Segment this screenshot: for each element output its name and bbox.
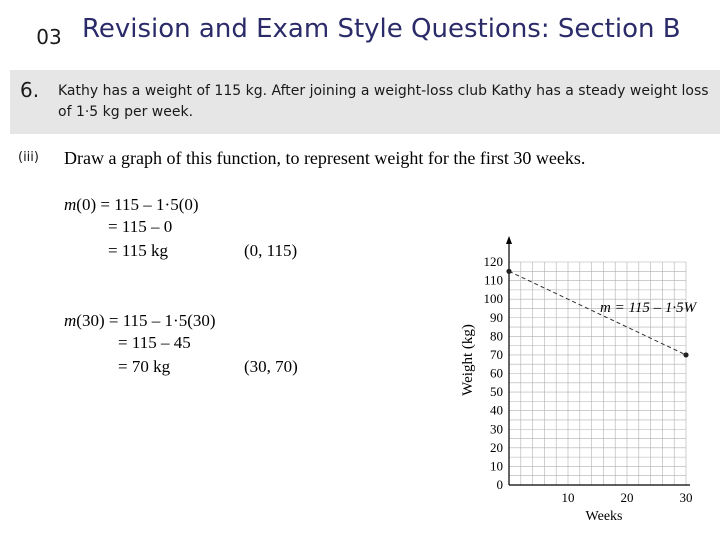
part-label: (iii) xyxy=(18,150,39,165)
y-tick-label: 120 xyxy=(484,254,504,269)
chart-series xyxy=(506,268,689,358)
question-number: 6. xyxy=(20,78,40,102)
x-tick-labels: 10 20 30 xyxy=(562,490,693,505)
weight-chart: 0 10 20 30 40 50 60 70 80 90 100 110 120 10 20 30 Weig… xyxy=(460,236,698,524)
data-point xyxy=(506,268,512,274)
part-text: Draw a graph of this function, to repres… xyxy=(64,148,586,168)
chart-axes xyxy=(506,236,690,486)
x-axis-label: Weeks xyxy=(586,509,623,524)
working-2-line-1-rest: (30) = 115 – 1·5(30) xyxy=(76,311,216,330)
y-tick-label: 110 xyxy=(484,273,503,288)
working-1-line-3: = 115 kg xyxy=(108,241,168,260)
y-tick-labels: 0 10 20 30 40 50 60 70 80 90 100 110 120 xyxy=(484,254,504,492)
working-1-line-1-rest: (0) = 115 – 1·5(0) xyxy=(76,195,199,214)
y-tick-label: 60 xyxy=(490,366,503,381)
y-tick-label: 0 xyxy=(497,477,504,492)
series-line xyxy=(508,270,687,356)
y-tick-label: 10 xyxy=(490,458,503,473)
slide-title: Revision and Exam Style Questions: Secti… xyxy=(82,14,681,44)
working-1-point: (0, 115) xyxy=(244,241,298,260)
working-1-line-2: = 115 – 0 xyxy=(108,217,173,236)
chapter-number: 03 xyxy=(36,25,62,49)
y-tick-label: 90 xyxy=(490,310,503,325)
y-tick-label: 50 xyxy=(490,384,503,399)
working-2-line-1: m(30) = 115 – 1·5(30) xyxy=(64,310,216,331)
y-tick-label: 100 xyxy=(484,291,504,306)
x-tick-label: 30 xyxy=(680,490,693,505)
data-point xyxy=(683,352,689,358)
chart-grid xyxy=(509,261,687,485)
working-2-point: (30, 70) xyxy=(244,357,298,376)
y-tick-label: 20 xyxy=(490,440,503,455)
y-axis-label: Weight (kg) xyxy=(460,324,476,396)
y-axis-arrow xyxy=(506,236,512,244)
y-tick-label: 40 xyxy=(490,403,503,418)
y-tick-label: 80 xyxy=(490,328,503,343)
function-annotation: m = 115 – 1·5W xyxy=(600,300,698,316)
x-tick-label: 10 xyxy=(562,490,575,505)
working-2-line-3: = 70 kg xyxy=(118,357,171,376)
working-2-line-2: = 115 – 45 xyxy=(118,333,191,352)
function-variable: m xyxy=(64,311,77,330)
x-tick-label: 20 xyxy=(621,490,634,505)
question-text: Kathy has a weight of 115 kg. After join… xyxy=(58,83,709,120)
function-variable: m xyxy=(64,195,77,214)
y-tick-label: 30 xyxy=(490,421,503,436)
working-1-line-1: m(0) = 115 – 1·5(0) xyxy=(64,194,199,215)
question-band xyxy=(10,70,720,134)
y-tick-label: 70 xyxy=(490,347,503,362)
